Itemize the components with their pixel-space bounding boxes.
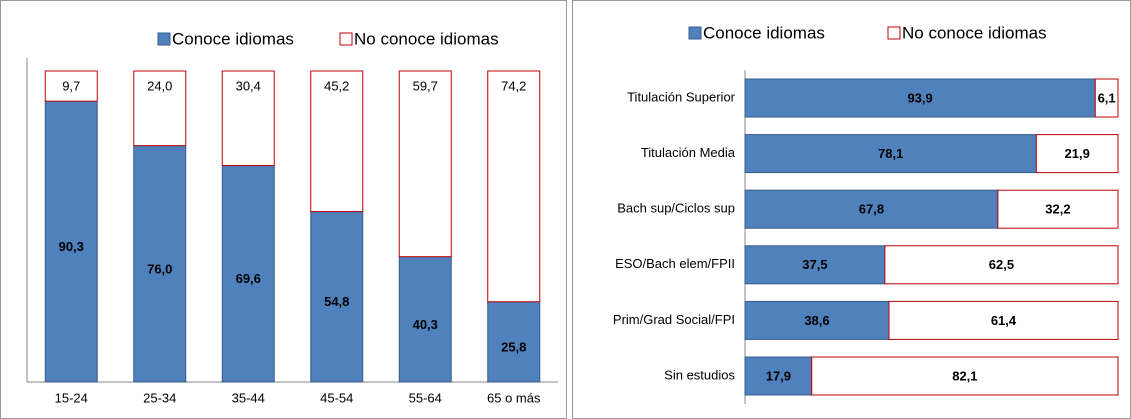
y-tick-label: Sin estudios: [664, 367, 735, 382]
bar-segment: [744, 245, 886, 285]
bar-segment: [44, 100, 98, 383]
bar-segment: [1094, 78, 1119, 118]
y-tick-label: ESO/Bach elem/FPII: [615, 256, 735, 271]
value-label: 37,5: [802, 257, 827, 272]
value-label: 67,8: [859, 202, 884, 217]
x-tick-label: 55-64: [409, 390, 442, 405]
value-label: 45,2: [324, 78, 349, 93]
value-label: 21,9: [1065, 146, 1090, 161]
bar-segment: [44, 70, 98, 102]
value-label: 93,9: [907, 90, 932, 105]
legend-label: Conoce idiomas: [703, 23, 825, 42]
legend-swatch: [688, 26, 702, 40]
value-label: 17,9: [766, 368, 791, 383]
y-tick-label: Titulación Media: [641, 145, 736, 160]
value-label: 74,2: [501, 78, 526, 93]
value-label: 78,1: [878, 146, 903, 161]
value-label: 40,3: [413, 317, 438, 332]
value-label: 6,1: [1098, 90, 1116, 105]
value-label: 38,6: [804, 313, 829, 328]
bar-segment: [997, 189, 1119, 229]
bar-segment: [884, 245, 1119, 285]
bar-segment: [398, 256, 452, 383]
y-tick-label: Titulación Superior: [627, 89, 736, 104]
bar-segment: [888, 300, 1119, 340]
bar-segment: [487, 70, 541, 303]
bar-segment: [744, 134, 1037, 174]
bar-segment: [398, 70, 452, 258]
bar-segment: [133, 70, 187, 147]
value-label: 9,7: [62, 78, 80, 93]
x-tick-label: 15-24: [55, 390, 88, 405]
value-label: 30,4: [236, 78, 261, 93]
legend-swatch: [157, 32, 171, 46]
bar-segment: [310, 211, 364, 383]
legend-swatch: [887, 26, 901, 40]
y-tick-label: Prim/Grad Social/FPI: [613, 312, 735, 327]
value-label: 25,8: [501, 339, 526, 354]
bar-segment: [310, 70, 364, 213]
legend-label: No conoce idiomas: [902, 23, 1047, 42]
legend-label: No conoce idiomas: [354, 29, 499, 48]
value-label: 62,5: [989, 257, 1014, 272]
value-label: 82,1: [952, 368, 977, 383]
value-label: 61,4: [991, 313, 1017, 328]
bar-segment: [1035, 134, 1119, 174]
value-label: 32,2: [1045, 202, 1070, 217]
x-tick-label: 45-54: [320, 390, 353, 405]
bar-segment: [811, 356, 1119, 396]
legend-swatch: [339, 32, 353, 46]
value-label: 54,8: [324, 294, 349, 309]
x-tick-label: 35-44: [232, 390, 265, 405]
value-label: 76,0: [147, 261, 172, 276]
bar-segment: [744, 356, 813, 396]
x-tick-label: 25-34: [143, 390, 176, 405]
x-tick-label: 65 o más: [487, 390, 541, 405]
value-label: 69,6: [236, 271, 261, 286]
bar-segment: [221, 70, 275, 167]
value-label: 90,3: [59, 239, 84, 254]
legend-label: Conoce idiomas: [172, 29, 294, 48]
bar-segment: [487, 301, 541, 383]
value-label: 24,0: [147, 78, 172, 93]
bar-segment: [744, 78, 1096, 118]
y-tick-label: Bach sup/Ciclos sup: [617, 201, 735, 216]
value-label: 59,7: [413, 78, 438, 93]
bar-segment: [221, 165, 275, 383]
bar-segment: [744, 300, 890, 340]
bar-segment: [133, 145, 187, 383]
bar-segment: [744, 189, 999, 229]
